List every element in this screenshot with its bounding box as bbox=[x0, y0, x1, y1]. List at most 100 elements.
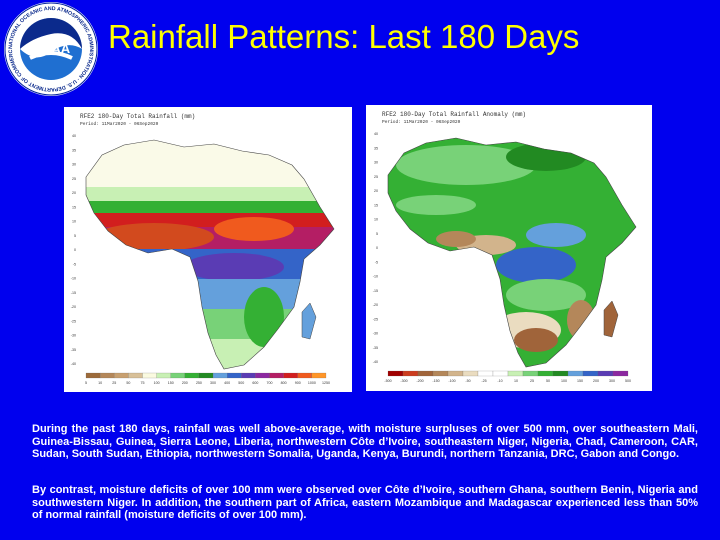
legend-swatch bbox=[114, 372, 129, 379]
map-period: Period: 11Mar2020 - 06Sep2020 bbox=[382, 120, 461, 125]
lat-tick-label: 0 bbox=[74, 248, 76, 252]
legend-swatch bbox=[582, 370, 599, 377]
page-title: Rainfall Patterns: Last 180 Days bbox=[108, 18, 580, 55]
legend-swatch bbox=[432, 370, 449, 377]
legend-tick-label: 10 bbox=[514, 379, 518, 383]
legend-swatch bbox=[597, 370, 614, 377]
legend-tick-label: 700 bbox=[267, 381, 273, 385]
total-rainfall-map: 5 10 25 50 75 100 150 200 250 300 400 500 600 700 800 9… bbox=[71, 129, 340, 385]
lat-tick-label: 10 bbox=[72, 220, 76, 224]
total-rainfall-map-panel: 5 10 25 50 75 100 150 200 250 300 400 500 600 700 800 9… bbox=[64, 107, 352, 392]
lat-tick-label: 20 bbox=[72, 191, 76, 195]
legend-swatch bbox=[241, 372, 256, 379]
legend-tick-label: 50 bbox=[126, 381, 130, 385]
legend-tick-label: 25 bbox=[112, 381, 116, 385]
legend-tick-label: 500 bbox=[625, 379, 631, 383]
lat-tick-label: -25 bbox=[71, 319, 76, 323]
legend-tick-label: 150 bbox=[168, 381, 174, 385]
legend-swatch bbox=[537, 370, 554, 377]
legend-swatch bbox=[402, 370, 419, 377]
legend-swatch bbox=[212, 372, 228, 379]
legend-swatch bbox=[507, 370, 524, 377]
lat-tick-label: 40 bbox=[374, 132, 378, 136]
legend-swatch bbox=[387, 370, 404, 377]
lat-tick-label: 20 bbox=[374, 189, 378, 193]
surplus-paragraph: During the past 180 days, rainfall was w… bbox=[32, 423, 698, 461]
lat-tick-label: -15 bbox=[71, 291, 76, 295]
lat-tick-label: 25 bbox=[72, 177, 76, 181]
rainfall-anomaly-legend: -500 -300 -200 -150 -100 -50 -25 -10 10 25 50 100 15… bbox=[384, 370, 631, 383]
legend-tick-label: 1000 bbox=[308, 381, 316, 385]
legend-swatch bbox=[85, 372, 101, 379]
lat-tick-label: -35 bbox=[373, 346, 378, 350]
lat-tick-label: -10 bbox=[373, 275, 378, 279]
lat-tick-label: 5 bbox=[74, 234, 76, 238]
legend-tick-label: -200 bbox=[416, 379, 423, 383]
rainfall-anomaly-lat-axis: 40 35 30 25 20 15 10 5 0 -5 -10 -15 -20 -25 -30 -35 -40 bbox=[373, 132, 378, 364]
legend-tick-label: 600 bbox=[252, 381, 258, 385]
legend-swatch bbox=[128, 372, 143, 379]
legend-tick-label: -300 bbox=[400, 379, 407, 383]
lat-tick-label: -40 bbox=[373, 360, 378, 364]
lat-tick-label: 25 bbox=[374, 175, 378, 179]
legend-swatch bbox=[198, 372, 214, 379]
lat-tick-label: -35 bbox=[71, 348, 76, 352]
legend-tick-label: -500 bbox=[384, 379, 391, 383]
legend-swatch bbox=[311, 372, 327, 379]
legend-swatch bbox=[297, 372, 312, 379]
lat-tick-label: -10 bbox=[71, 277, 76, 281]
legend-tick-label: 1250 bbox=[322, 381, 330, 385]
logo-center-text: NOAA bbox=[32, 41, 71, 56]
deficit-paragraph: By contrast, moisture deficits of over 1… bbox=[32, 484, 698, 522]
legend-tick-label: 100 bbox=[154, 381, 160, 385]
lat-tick-label: -30 bbox=[71, 334, 76, 338]
legend-tick-label: 10 bbox=[98, 381, 102, 385]
legend-tick-label: 150 bbox=[577, 379, 583, 383]
legend-swatch bbox=[552, 370, 569, 377]
lat-tick-label: 30 bbox=[374, 161, 378, 165]
lat-tick-label: 30 bbox=[72, 163, 76, 167]
legend-tick-label: -100 bbox=[448, 379, 455, 383]
legend-tick-label: 50 bbox=[546, 379, 550, 383]
legend-tick-label: 250 bbox=[196, 381, 202, 385]
legend-tick-label: 200 bbox=[182, 381, 188, 385]
lat-tick-label: 10 bbox=[374, 218, 378, 222]
legend-swatch bbox=[522, 370, 539, 377]
legend-tick-label: 100 bbox=[561, 379, 567, 383]
legend-tick-label: 200 bbox=[593, 379, 599, 383]
legend-tick-label: 75 bbox=[140, 381, 144, 385]
lat-tick-label: 35 bbox=[374, 146, 378, 150]
legend-swatch bbox=[156, 372, 171, 379]
lat-tick-label: 35 bbox=[72, 148, 76, 152]
noaa-logo: NOAA NATIONAL OCEANIC AND ATMOSPHERIC AD… bbox=[0, 0, 100, 98]
legend-tick-label: 800 bbox=[281, 381, 287, 385]
total-rainfall-legend: 5 10 25 50 75 100 150 200 250 300 400 500 600 700 800 9… bbox=[85, 372, 330, 385]
legend-swatch bbox=[283, 372, 298, 379]
lat-tick-label: -20 bbox=[373, 303, 378, 307]
map-title: RFE2 180-Day Total Rainfall Anomaly (mm) bbox=[382, 111, 527, 118]
legend-tick-label: 300 bbox=[210, 381, 216, 385]
legend-tick-label: 400 bbox=[224, 381, 230, 385]
map-title: RFE2 180-Day Total Rainfall (mm) bbox=[80, 113, 196, 120]
legend-tick-label: -25 bbox=[481, 379, 486, 383]
legend-tick-label: -50 bbox=[465, 379, 470, 383]
legend-swatch bbox=[447, 370, 464, 377]
lat-tick-label: -20 bbox=[71, 305, 76, 309]
lat-tick-label: -5 bbox=[73, 262, 76, 266]
legend-swatch bbox=[142, 372, 157, 379]
lat-tick-label: -15 bbox=[373, 289, 378, 293]
legend-tick-label: 5 bbox=[85, 381, 87, 385]
legend-swatch bbox=[184, 372, 200, 379]
lat-tick-label: 15 bbox=[72, 205, 76, 209]
rainfall-anomaly-map: -500 -300 -200 -150 -100 -50 -25 -10 10 25 50 100 15… bbox=[373, 127, 642, 383]
legend-swatch bbox=[255, 372, 270, 379]
lat-tick-label: -40 bbox=[71, 362, 76, 366]
lat-tick-label: 5 bbox=[376, 232, 378, 236]
legend-tick-label: 500 bbox=[238, 381, 244, 385]
lat-tick-label: -30 bbox=[373, 332, 378, 336]
lat-tick-label: 40 bbox=[72, 134, 76, 138]
total-rainfall-lat-axis: 40 35 30 25 20 15 10 5 0 -5 -10 -15 -20 -25 -30 -35 -40 bbox=[71, 134, 76, 366]
lat-tick-label: -25 bbox=[373, 317, 378, 321]
legend-swatch bbox=[227, 372, 242, 379]
legend-tick-label: -10 bbox=[497, 379, 502, 383]
